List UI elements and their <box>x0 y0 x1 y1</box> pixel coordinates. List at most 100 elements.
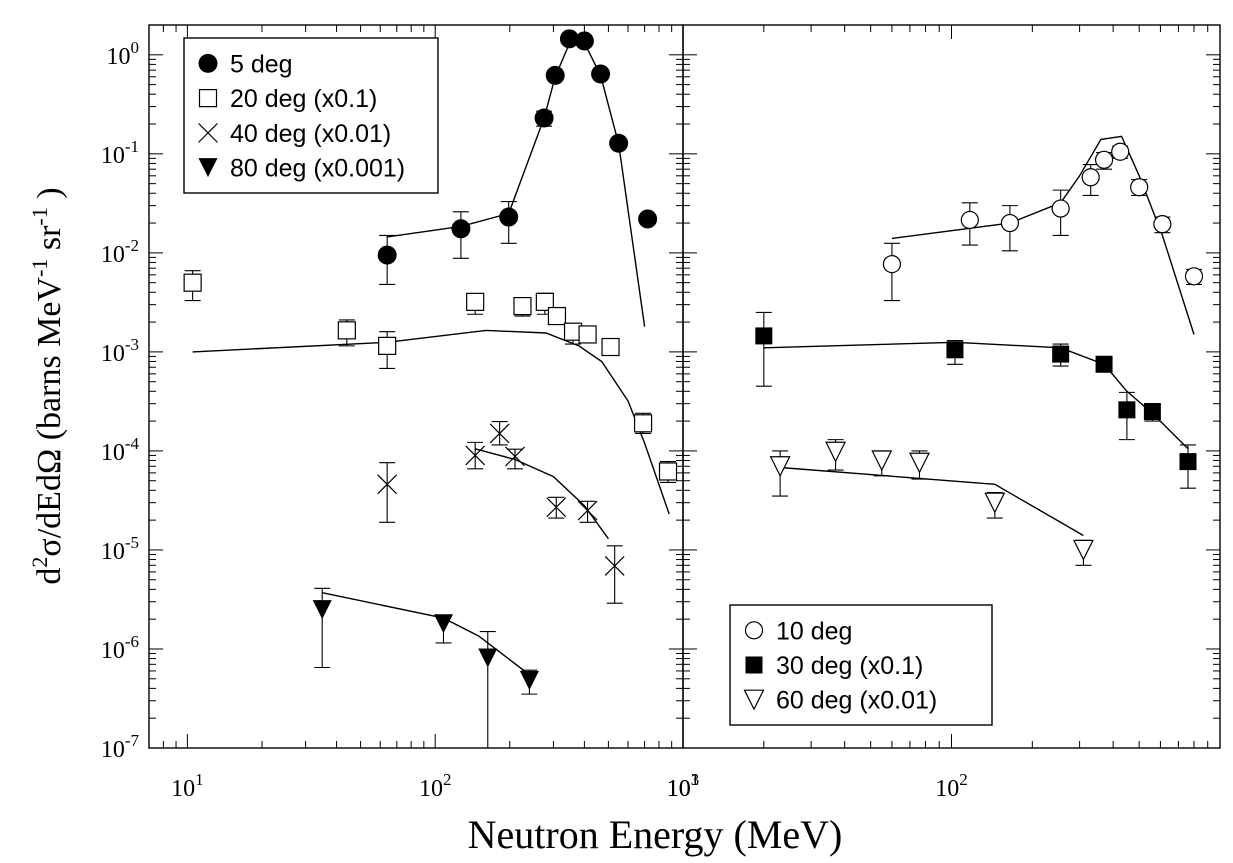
error-bar <box>606 545 623 604</box>
data-point <box>451 219 471 239</box>
series-right-1 <box>755 311 1197 489</box>
legend-marker <box>198 89 218 108</box>
data-point <box>1072 539 1094 561</box>
series-right-0 <box>882 135 1204 335</box>
data-point <box>505 446 525 467</box>
data-point <box>909 452 930 474</box>
data-point <box>1130 178 1149 197</box>
data-point <box>559 29 579 49</box>
right-panel: 101 102 10 deg 30 deg (x0.1) 60 deg (x0.01) <box>667 24 1221 802</box>
data-point <box>546 497 567 518</box>
data-point <box>1000 213 1019 233</box>
data-point <box>478 648 498 668</box>
left-panel: 101 102 103 100 10-1 10-2 10-3 10-4 10-5 10-6 10-7… <box>101 24 699 802</box>
series-left-0 <box>377 29 658 327</box>
x-tick-label: 102 <box>935 770 968 802</box>
legend-box <box>729 604 993 726</box>
y-tick-label: 10-4 <box>101 434 140 466</box>
y-tick-label: 100 <box>107 38 140 70</box>
data-point <box>1184 267 1204 286</box>
y-axis-title: d2σ/dEdΩ (barns MeV-1 sr-1 ) <box>27 187 68 584</box>
series-left-3 <box>312 587 539 748</box>
data-point <box>882 255 902 274</box>
data-point <box>755 327 773 345</box>
data-point <box>577 500 598 521</box>
data-point <box>1111 142 1130 161</box>
x-tick-label: 101 <box>667 770 700 802</box>
data-point <box>574 31 594 51</box>
data-point <box>547 306 567 326</box>
y-ticks <box>149 24 683 749</box>
model-curve <box>475 448 609 540</box>
data-point <box>578 325 597 344</box>
legend-box <box>183 37 439 194</box>
data-point <box>535 292 554 311</box>
data-point <box>604 555 625 576</box>
data-point <box>489 423 510 444</box>
data-point <box>337 321 356 340</box>
data-point <box>465 445 486 466</box>
data-point <box>534 108 554 128</box>
data-point <box>1153 215 1172 234</box>
data-point <box>871 450 893 472</box>
legend: 10 deg 30 deg (x0.1) 60 deg (x0.01) <box>729 604 993 726</box>
legend-marker <box>744 621 764 640</box>
data-point <box>499 207 519 227</box>
y-tick-label: 10-1 <box>101 137 139 169</box>
legend-marker <box>198 122 218 143</box>
data-point <box>1051 199 1070 218</box>
x-tick-label: 102 <box>419 770 452 802</box>
legend-label: 20 deg (x0.1) <box>230 85 377 113</box>
data-point <box>609 133 629 153</box>
data-point <box>1143 403 1161 421</box>
data-point <box>545 65 565 85</box>
data-point <box>946 341 964 359</box>
model-curve <box>780 466 1084 537</box>
data-point <box>378 336 397 355</box>
data-point <box>638 209 658 229</box>
data-point <box>1094 150 1114 169</box>
data-point <box>1095 355 1113 373</box>
error-bar <box>755 311 772 387</box>
y-tick-label: 10-6 <box>101 632 139 664</box>
data-point <box>1081 168 1100 187</box>
data-point <box>984 492 1006 514</box>
series-left-1 <box>183 270 678 515</box>
legend-marker <box>745 656 763 674</box>
data-point <box>183 273 202 292</box>
data-point <box>377 245 397 265</box>
legend: 5 deg 20 deg (x0.1) 40 deg (x0.01) 80 deg (… <box>183 37 439 194</box>
x-axis-title: Neutron Energy (MeV) <box>468 812 843 857</box>
legend-label: 60 deg (x0.01) <box>776 687 937 715</box>
data-point <box>312 600 332 620</box>
legend-marker <box>198 53 218 73</box>
error-bar <box>379 462 396 523</box>
model-curve <box>322 592 530 676</box>
model-curve <box>387 36 646 327</box>
data-point <box>466 292 485 311</box>
data-point <box>513 297 532 316</box>
data-point <box>633 414 653 433</box>
model-curve <box>891 135 1195 335</box>
y-tick-label: 10-5 <box>101 533 139 565</box>
y-tick-label: 10-7 <box>101 731 140 763</box>
legend-label: 40 deg (x0.01) <box>230 120 391 148</box>
error-bar <box>507 448 524 470</box>
axis-titles: Neutron Energy (MeV) d2σ/dEdΩ (barns MeV-… <box>27 187 842 857</box>
y-tick-label: 10-2 <box>101 236 139 268</box>
data-point <box>377 474 398 495</box>
data-point <box>769 456 791 478</box>
legend-label: 30 deg (x0.1) <box>776 652 923 680</box>
legend-marker <box>198 158 218 178</box>
data-point <box>601 337 620 357</box>
data-point <box>960 210 979 230</box>
series-left-2 <box>377 420 625 604</box>
legend-label: 10 deg <box>776 617 852 645</box>
x-ticks <box>682 25 1221 748</box>
data-point <box>433 614 453 634</box>
data-point <box>1052 345 1070 363</box>
y-tick-label: 10-3 <box>101 335 139 367</box>
data-point <box>1118 401 1136 419</box>
data-point <box>1179 453 1197 471</box>
